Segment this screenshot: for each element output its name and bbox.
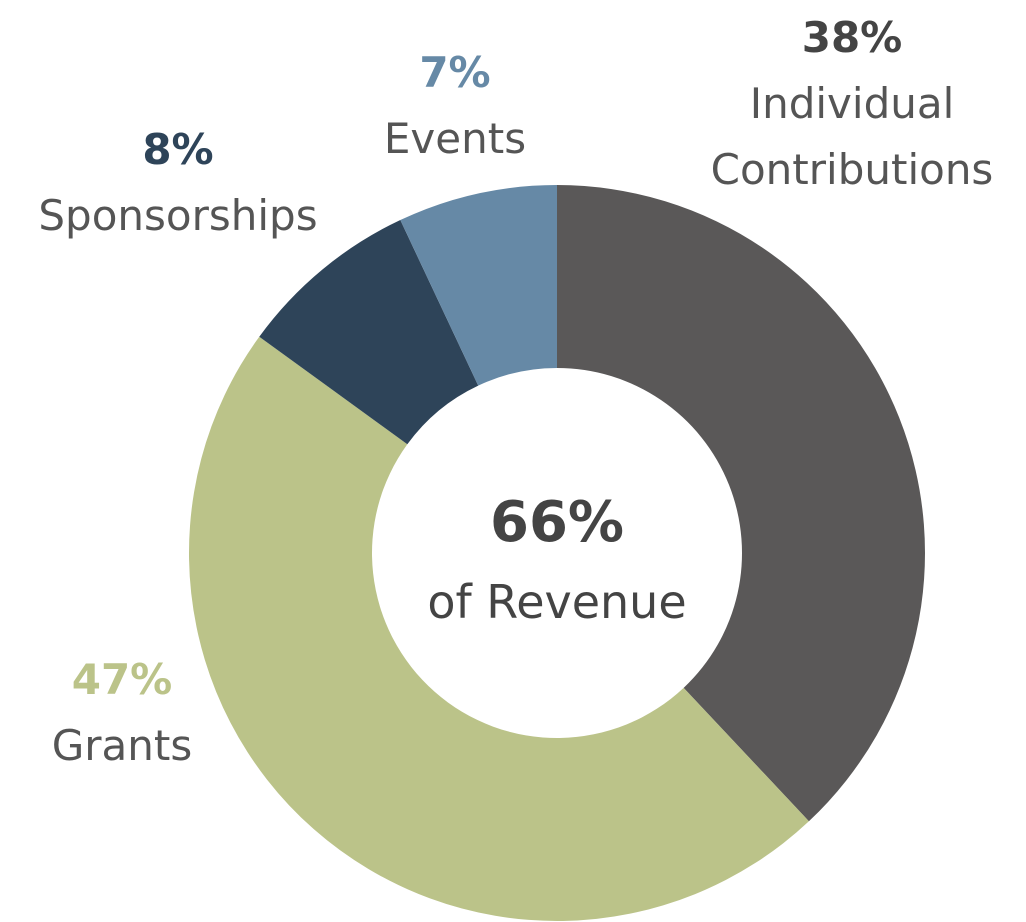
- category-label: Events: [383, 114, 527, 163]
- category-label: Individual Contributions: [710, 79, 994, 194]
- center-caption: of Revenue: [427, 575, 687, 629]
- value-label: 7%: [419, 48, 491, 97]
- value-label: 38%: [801, 13, 903, 62]
- slice-label: 38% Individual Contributions: [697, 5, 1007, 203]
- value-label: 8%: [142, 125, 214, 174]
- donut-slice: [259, 220, 479, 445]
- slice-label: 7% Events: [384, 40, 526, 172]
- donut-slice: [188, 336, 809, 922]
- value-label: 47%: [71, 655, 173, 704]
- donut-slice: [400, 185, 557, 386]
- donut-slice: [557, 185, 926, 822]
- category-label: Grants: [51, 721, 193, 770]
- category-label: Sponsorships: [38, 191, 318, 240]
- slice-label: 8% Sponsorships: [38, 117, 317, 249]
- slice-label: 47% Grants: [52, 647, 193, 779]
- center-value: 66%: [489, 490, 625, 555]
